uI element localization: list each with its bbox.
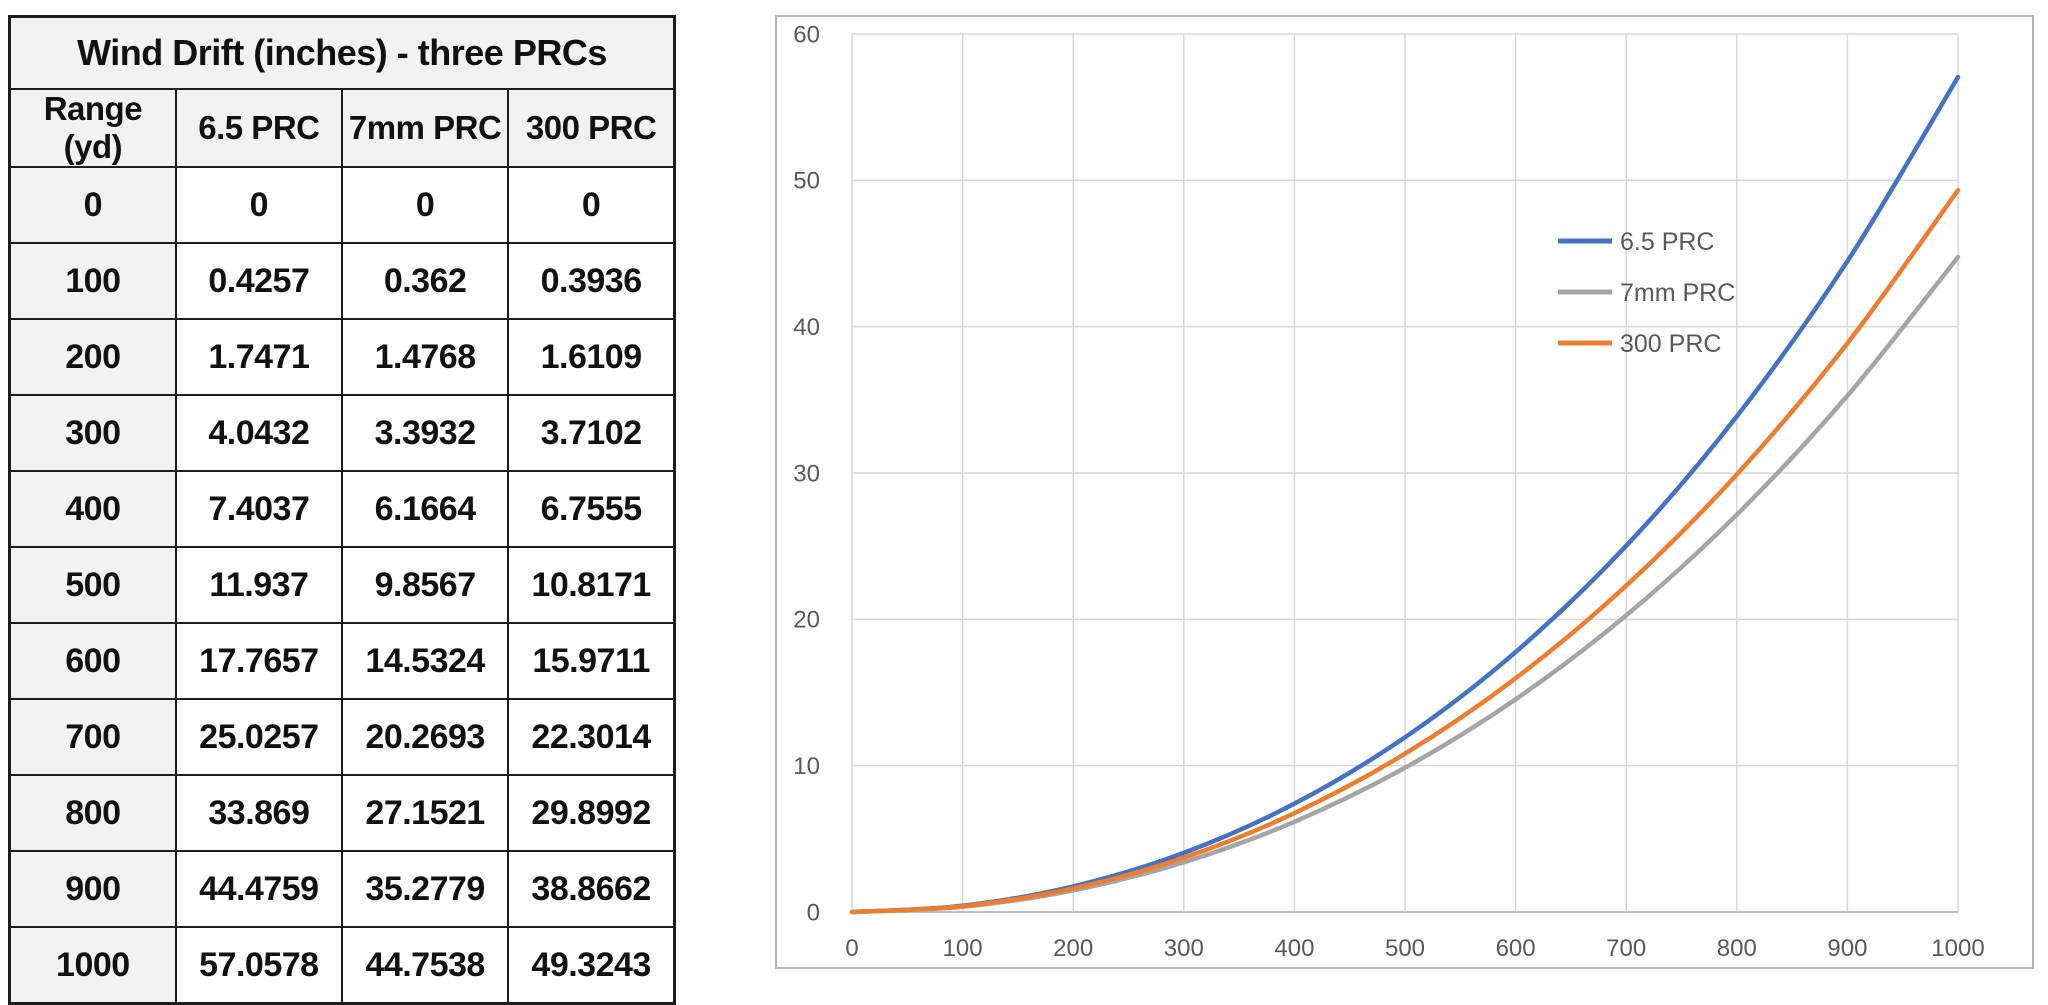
x-tick-label-300: 300 [1164,935,1204,962]
y-tick-label-60: 60 [793,21,820,48]
value-cell: 10.8171 [507,546,676,624]
table-title: Wind Drift (inches) - three PRCs [8,15,676,90]
value-cell: 0.3936 [507,242,676,320]
value-cell: 57.0578 [174,926,344,1005]
value-cell: 14.5324 [340,622,510,700]
value-cell: 1.4768 [340,318,510,396]
table-row-300: 300 4.0432 3.3932 3.7102 [8,394,676,472]
table-row-900: 900 44.4759 35.2779 38.8662 [8,850,676,928]
column-header-range-yd: Range (yd) [8,88,177,168]
series-line-300-prc [849,187,1961,915]
value-cell: 20.2693 [340,698,510,776]
table-row-400: 400 7.4037 6.1664 6.7555 [8,470,676,548]
range-cell: 0 [8,166,177,244]
table-row-500: 500 11.937 9.8567 10.8171 [8,546,676,624]
range-cell: 500 [8,546,177,624]
x-tick-label-700: 700 [1606,935,1646,962]
x-tick-label-900: 900 [1827,935,1867,962]
legend-label-6-5-prc: 6.5 PRC [1620,228,1714,256]
y-tick-label-30: 30 [793,460,820,487]
value-cell: 27.1521 [340,774,510,852]
value-cell: 0.362 [340,242,510,320]
range-cell: 1000 [8,926,177,1005]
x-tick-label-0: 0 [845,935,858,962]
legend-item-6-5-prc: 6.5 PRC [1558,228,1714,256]
value-cell: 7.4037 [174,470,344,548]
table-header-row: Range (yd) 6.5 PRC 7mm PRC 300 PRC [8,88,676,168]
chart-legend: 6.5 PRC 7mm PRC 300 PRC [1558,228,1735,358]
value-cell: 0 [174,166,344,244]
x-tick-label-600: 600 [1496,935,1536,962]
range-cell: 100 [8,242,177,320]
value-cell: 49.3243 [507,926,676,1005]
table-row-700: 700 25.0257 20.2693 22.3014 [8,698,676,776]
range-cell: 800 [8,774,177,852]
y-tick-label-50: 50 [793,168,820,195]
legend-item-300-prc: 300 PRC [1558,330,1721,358]
table-title-row: Wind Drift (inches) - three PRCs [8,15,676,90]
table-row-200: 200 1.7471 1.4768 1.6109 [8,318,676,396]
table-row-800: 800 33.869 27.1521 29.8992 [8,774,676,852]
value-cell: 6.7555 [507,470,676,548]
table-row-1000: 1000 57.0578 44.7538 49.3243 [8,926,676,1005]
y-tick-label-20: 20 [793,607,820,634]
value-cell: 11.937 [174,546,344,624]
wind-drift-table: Wind Drift (inches) - three PRCs Range (… [8,15,676,1005]
value-cell: 0 [507,166,676,244]
legend-label-300-prc: 300 PRC [1620,330,1721,358]
value-cell: 1.7471 [174,318,344,396]
range-cell: 300 [8,394,177,472]
y-tick-label-40: 40 [793,314,820,341]
column-header-7mm-prc: 7mm PRC [340,88,510,168]
value-cell: 38.8662 [507,850,676,928]
value-cell: 35.2779 [340,850,510,928]
value-cell: 1.6109 [507,318,676,396]
x-tick-label-400: 400 [1274,935,1314,962]
value-cell: 25.0257 [174,698,344,776]
gridlines [851,33,1959,912]
x-tick-label-1000: 1000 [1931,935,1984,962]
x-tick-label-800: 800 [1717,935,1757,962]
value-cell: 0.4257 [174,242,344,320]
value-cell: 3.3932 [340,394,510,472]
y-tick-label-10: 10 [793,753,820,780]
column-header-6-5-prc: 6.5 PRC [174,88,344,168]
range-cell: 900 [8,850,177,928]
value-cell: 9.8567 [340,546,510,624]
value-cell: 15.9711 [507,622,676,700]
legend-label-7mm-prc: 7mm PRC [1620,279,1735,307]
value-cell: 44.7538 [340,926,510,1005]
value-cell: 44.4759 [174,850,344,928]
value-cell: 3.7102 [507,394,676,472]
value-cell: 29.8992 [507,774,676,852]
column-header-300-prc: 300 PRC [507,88,676,168]
value-cell: 22.3014 [507,698,676,776]
x-tick-label-500: 500 [1385,935,1425,962]
value-cell: 0 [340,166,510,244]
range-cell: 400 [8,470,177,548]
value-cell: 33.869 [174,774,344,852]
y-tick-label-0: 0 [807,899,820,926]
x-tick-label-100: 100 [943,935,983,962]
wind-drift-chart: 0 10 20 30 40 50 60 0 100 200 300 400 500 600 700 800 90… [775,15,2034,969]
x-tick-label-200: 200 [1053,935,1093,962]
table-row-100: 100 0.4257 0.362 0.3936 [8,242,676,320]
legend-item-7mm-prc: 7mm PRC [1558,279,1735,307]
table-row-600: 600 17.7657 14.5324 15.9711 [8,622,676,700]
value-cell: 17.7657 [174,622,344,700]
value-cell: 6.1664 [340,470,510,548]
range-cell: 600 [8,622,177,700]
range-cell: 700 [8,698,177,776]
range-cell: 200 [8,318,177,396]
value-cell: 4.0432 [174,394,344,472]
